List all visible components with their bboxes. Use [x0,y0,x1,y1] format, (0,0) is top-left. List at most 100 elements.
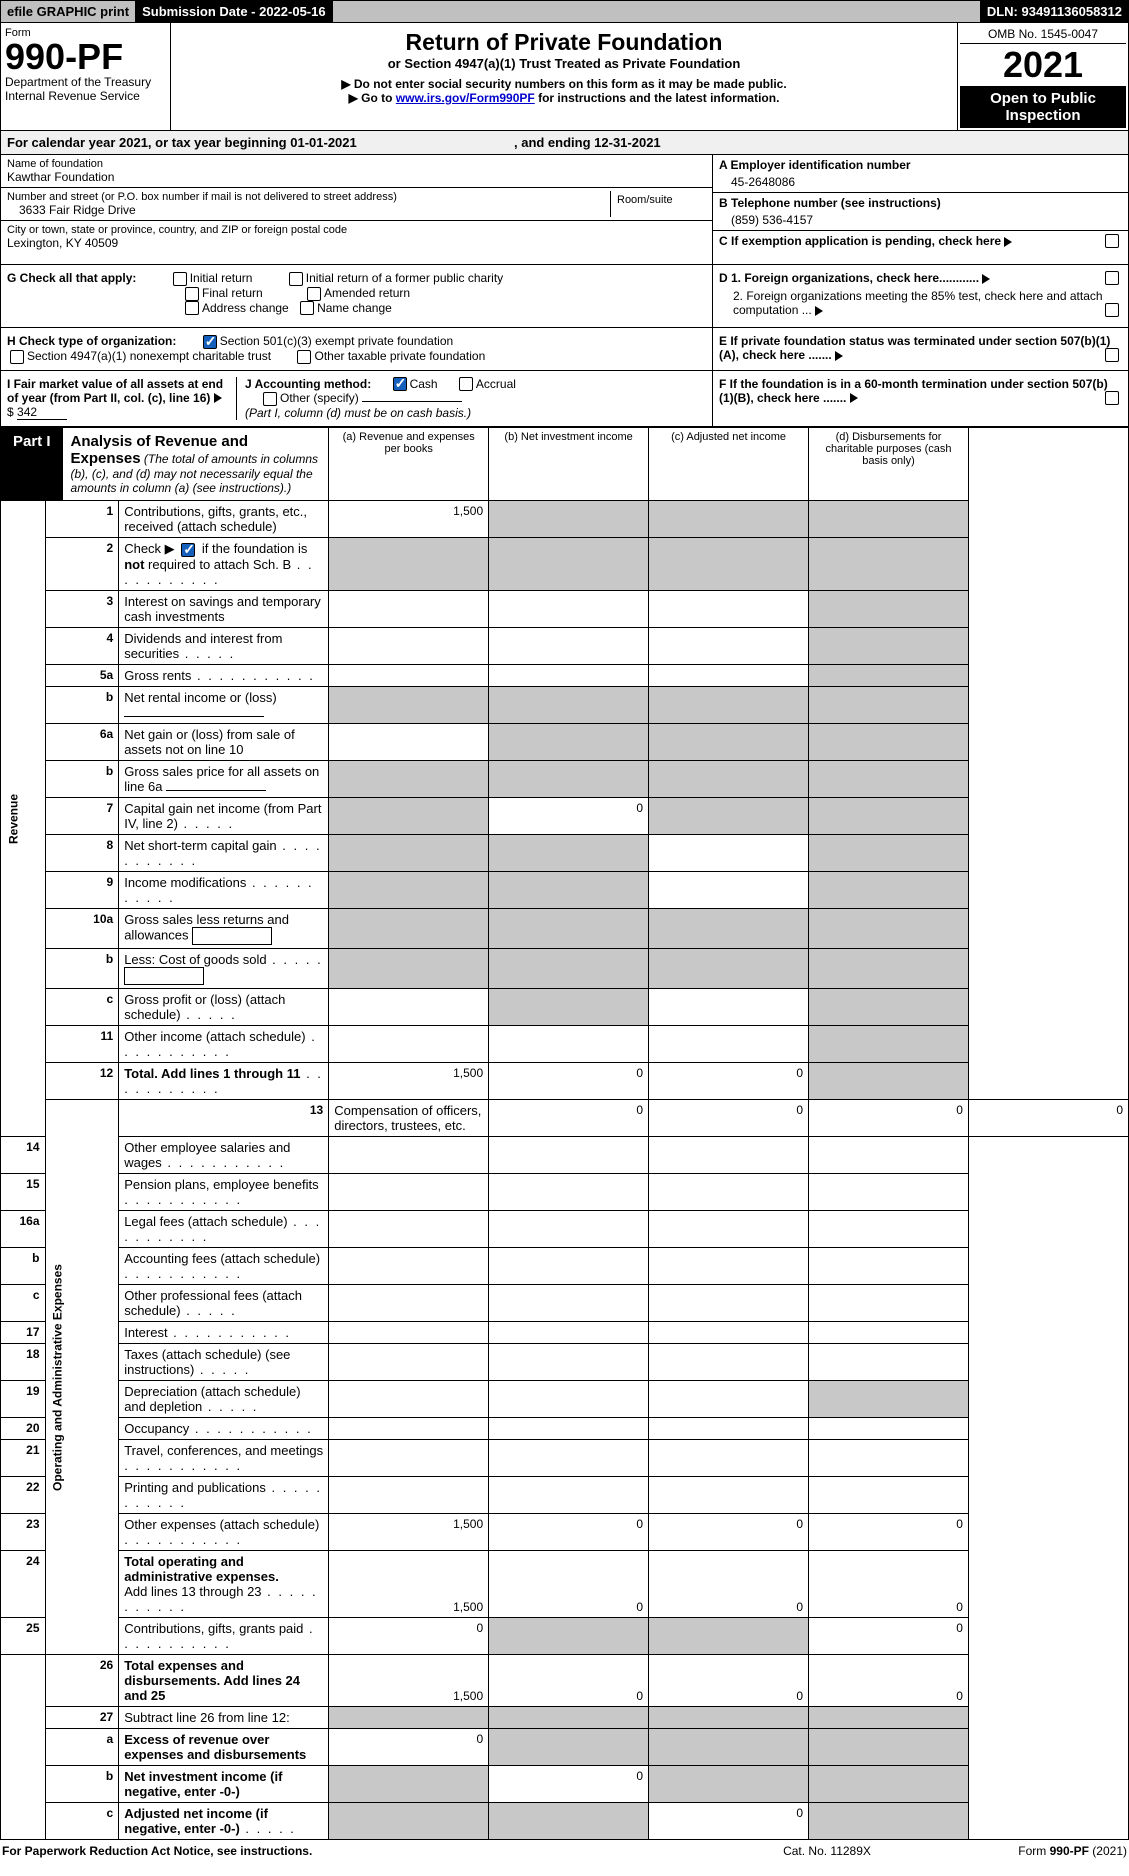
dept-label: Department of the Treasury [5,75,166,89]
g-name-checkbox[interactable] [300,301,314,315]
g-initial-former-checkbox[interactable] [289,272,303,286]
j-cash-checkbox[interactable] [393,377,407,391]
cal-end: 12-31-2021 [594,135,661,150]
form-subtitle: or Section 4947(a)(1) Trust Treated as P… [177,56,951,71]
j-other-checkbox[interactable] [263,392,277,406]
table-row: 11Other income (attach schedule) [1,1026,1129,1063]
h-4947-checkbox[interactable] [10,350,24,364]
room-label: Room/suite [611,191,706,217]
h-opt1: Section 501(c)(3) exempt private foundat… [220,334,453,348]
form-note-1: ▶ Do not enter social security numbers o… [177,77,951,91]
table-row: 22Printing and publications [1,1477,1129,1514]
goto-pre: ▶ Go to [349,91,396,105]
table-row: 5aGross rents [1,665,1129,687]
topbar-spacer [333,1,981,22]
irs-label: Internal Revenue Service [5,89,166,103]
h-label: H Check type of organization: [7,334,176,348]
col-c-header: (c) Adjusted net income [649,428,809,501]
table-row: 19Depreciation (attach schedule) and dep… [1,1381,1129,1418]
table-row: 23Other expenses (attach schedule)1,5000… [1,1514,1129,1551]
col-b-header: (b) Net investment income [489,428,649,501]
r2-pre: Check ▶ [124,541,178,556]
part1-table: Part I Analysis of Revenue and Expenses … [0,427,1129,1840]
table-row: cGross profit or (loss) (attach schedule… [1,989,1129,1026]
h-other-checkbox[interactable] [297,350,311,364]
table-row: bAccounting fees (attach schedule) [1,1248,1129,1285]
table-row: 17Interest [1,1322,1129,1344]
r2-end: required to attach Sch. B [144,557,291,572]
arrow-icon [1004,237,1012,247]
exemption-checkbox[interactable] [1105,234,1119,248]
form-note-2: ▶ Go to www.irs.gov/Form990PF for instru… [177,91,951,105]
r2-post: if the foundation is [198,541,307,556]
table-row: 2 Check ▶ if the foundation is not requi… [1,538,1129,591]
footer-mid: Cat. No. 11289X [727,1844,927,1858]
i-value: 342 [17,405,67,420]
table-row: 26Total expenses and disbursements. Add … [1,1655,1129,1707]
e-label: E If private foundation status was termi… [719,334,1110,362]
g-final-checkbox[interactable] [185,287,199,301]
h-501c3-checkbox[interactable] [203,335,217,349]
footer-left: For Paperwork Reduction Act Notice, see … [2,1844,727,1858]
foundation-addr: 3633 Fair Ridge Drive [7,203,610,217]
g-amended-checkbox[interactable] [307,287,321,301]
arrow-icon [835,351,843,361]
g-opt3: Final return [202,286,263,300]
f-label: F If the foundation is in a 60-month ter… [719,377,1108,405]
table-row: 24Total operating and administrative exp… [1,1551,1129,1618]
d1-label: D 1. Foreign organizations, check here..… [719,271,979,285]
ein-value: 45-2648086 [719,172,1122,189]
table-row: bNet rental income or (loss) [1,687,1129,724]
city-label: City or town, state or province, country… [7,224,706,236]
table-row: 27Subtract line 26 from line 12: [1,1707,1129,1729]
arrow-icon [850,393,858,403]
g-opt2: Initial return of a former public charit… [306,271,503,285]
r2-bold: not [124,557,144,572]
g-initial-checkbox[interactable] [173,272,187,286]
cal-prefix: For calendar year 2021, or tax year begi… [7,135,290,150]
j-accrual-checkbox[interactable] [459,377,473,391]
name-label: Name of foundation [7,158,706,170]
d1-checkbox[interactable] [1105,271,1119,285]
table-row: bNet investment income (if negative, ent… [1,1766,1129,1803]
efile-label[interactable]: efile GRAPHIC print [1,1,136,22]
e-checkbox[interactable] [1105,348,1119,362]
g-opt4: Amended return [324,286,410,300]
phone-value: (859) 536-4157 [719,210,1122,227]
open-inspection: Open to Public Inspection [960,86,1126,128]
f-checkbox[interactable] [1105,391,1119,405]
arrow-icon [214,393,222,403]
exemption-label: C If exemption application is pending, c… [719,234,1001,248]
table-row: cAdjusted net income (if negative, enter… [1,1803,1129,1840]
h-opt3: Other taxable private foundation [314,349,485,363]
foundation-city: Lexington, KY 40509 [7,236,706,250]
foundation-name: Kawthar Foundation [7,170,706,184]
tax-year: 2021 [960,44,1126,86]
j-opt2: Accrual [476,377,516,391]
arrow-icon [982,274,990,284]
d2-checkbox[interactable] [1105,303,1119,317]
col-d-header: (d) Disbursements for charitable purpose… [809,428,969,501]
schb-checkbox[interactable] [181,543,195,557]
g-opt6: Name change [317,301,392,315]
irs-link[interactable]: www.irs.gov/Form990PF [396,91,535,105]
g-address-checkbox[interactable] [185,301,199,315]
table-row: cOther professional fees (attach schedul… [1,1285,1129,1322]
section-h-e: H Check type of organization: Section 50… [0,328,1129,371]
arrow-icon [815,306,823,316]
form-header: Form 990-PF Department of the Treasury I… [0,23,1129,131]
omb-number: OMB No. 1545-0047 [960,25,1126,44]
i-label: I Fair market value of all assets at end… [7,377,223,405]
ein-label: A Employer identification number [719,158,911,172]
cal-mid: , and ending [514,135,594,150]
g-opt5: Address change [202,301,289,315]
table-row: 4Dividends and interest from securities [1,628,1129,665]
phone-label: B Telephone number (see instructions) [719,196,941,210]
j-label: J Accounting method: [245,377,371,391]
table-row: 12Total. Add lines 1 through 111,50000 [1,1063,1129,1100]
table-row: 16aLegal fees (attach schedule) [1,1211,1129,1248]
addr-label: Number and street (or P.O. box number if… [7,191,610,203]
goto-post: for instructions and the latest informat… [535,91,780,105]
table-row: 18Taxes (attach schedule) (see instructi… [1,1344,1129,1381]
form-number: 990-PF [5,39,166,75]
